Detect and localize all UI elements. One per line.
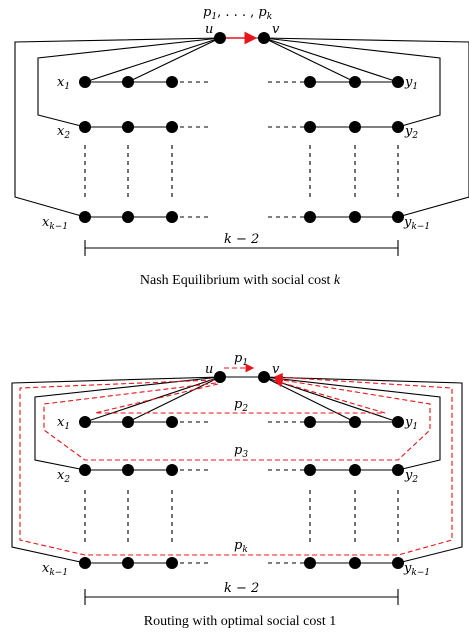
caption-top: Nash Equilibrium with social cost k [140, 273, 341, 288]
label-yk: yk−1 [403, 215, 430, 232]
label-x2: x2 [57, 468, 70, 485]
node-xk [79, 211, 91, 223]
path-pk [19, 373, 453, 556]
paths-label: p1, . . . , pk [203, 5, 272, 22]
label-v: v [272, 22, 280, 37]
nash-equilibrium-diagram: p1, . . . , pk u v x1 x2 xk−1 y1 y2 yk−1… [14, 5, 469, 288]
nodes [79, 32, 404, 223]
node-y1 [392, 76, 404, 88]
path-p3 [43, 375, 431, 461]
edge-v-yk [263, 37, 469, 218]
nodes [79, 371, 404, 569]
routing-paths [19, 363, 453, 556]
label-p2: p2 [234, 397, 248, 414]
width-bracket [84, 589, 399, 605]
column-dashes [84, 490, 399, 545]
edge-u-x1 [84, 37, 221, 83]
label-y2: y2 [404, 468, 418, 485]
label-v: v [272, 362, 280, 377]
node-yk [392, 211, 404, 223]
edge-v-row1-node [263, 37, 356, 83]
edge-v-y2 [263, 37, 441, 128]
label-x2: x2 [57, 124, 70, 141]
label-u: u [205, 362, 213, 377]
label-u: u [205, 22, 213, 37]
label-pk: pk [234, 538, 248, 555]
optimal-routing-diagram: u v p1 p2 p3 pk x1 x2 xk−1 y1 y2 yk−1 k … [11, 351, 463, 629]
width-label: k − 2 [224, 581, 259, 596]
label-x1: x1 [57, 415, 70, 432]
width-label: k − 2 [224, 232, 259, 247]
label-y1: y1 [404, 415, 418, 432]
node-u [214, 32, 226, 44]
label-y1: y1 [404, 75, 418, 92]
column-dashes [84, 145, 399, 198]
label-xk: xk−1 [42, 561, 68, 578]
label-xk: xk−1 [42, 215, 68, 232]
node-v [258, 32, 270, 44]
caption-bottom: Routing with optimal social cost 1 [144, 614, 337, 629]
edge-u-row1-node [127, 37, 221, 83]
label-p3: p3 [234, 443, 248, 460]
label-p1: p1 [234, 351, 248, 368]
label-y2: y2 [404, 124, 418, 141]
edge-u-x2 [37, 37, 221, 128]
path-p2 [94, 378, 386, 414]
label-x1: x1 [57, 75, 70, 92]
node-y2 [392, 121, 404, 133]
node-x1 [79, 76, 91, 88]
width-bracket [84, 240, 399, 256]
edge-u-xk [14, 37, 221, 218]
edge-v-y1 [263, 37, 399, 83]
node-x2 [79, 121, 91, 133]
label-yk: yk−1 [403, 561, 430, 578]
